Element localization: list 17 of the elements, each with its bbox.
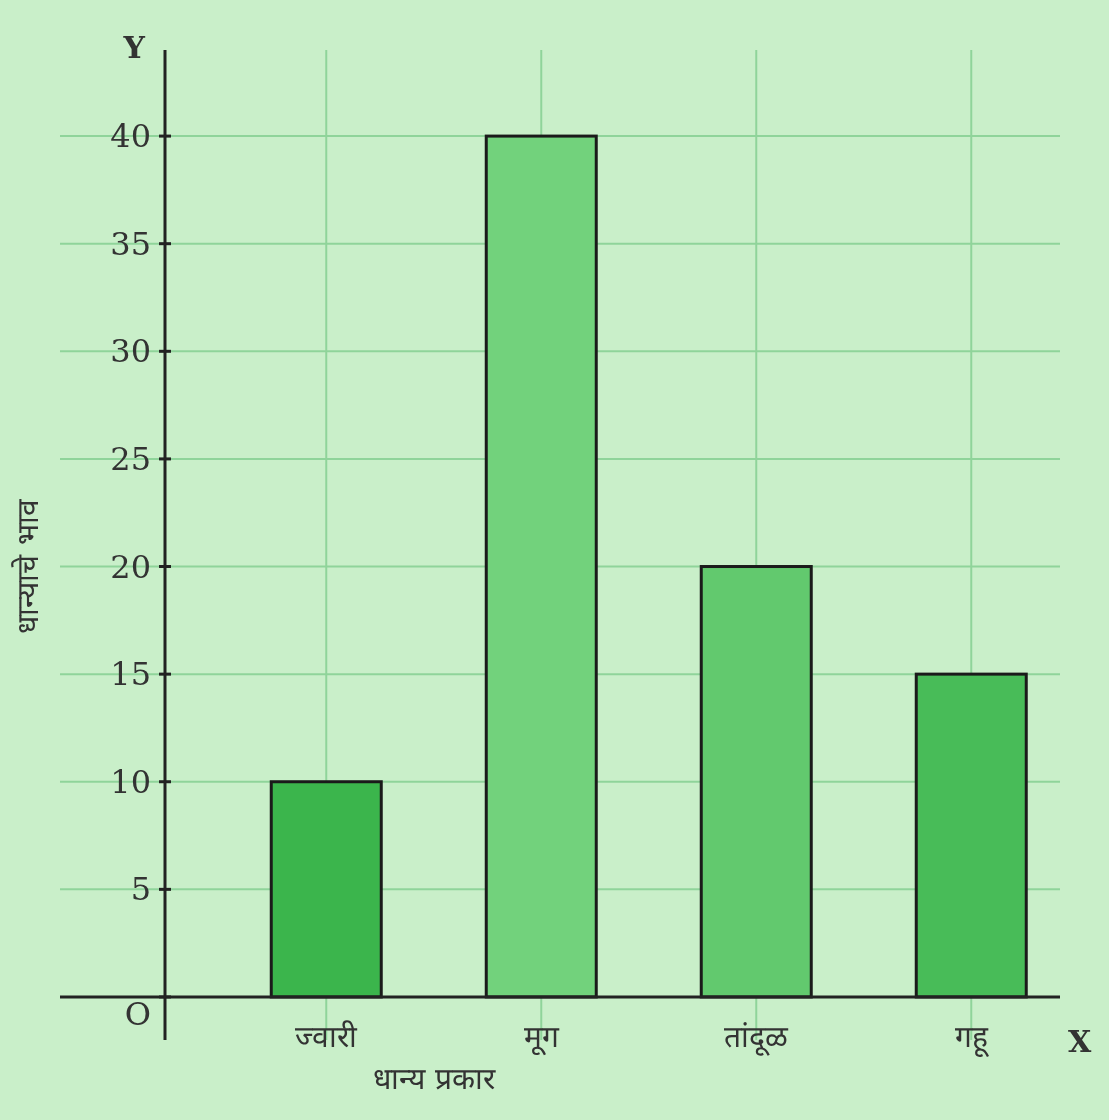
y-tick-label: 15 [110, 655, 151, 694]
text: X [1068, 1023, 1092, 1059]
y-tick-label: 30 [110, 332, 151, 371]
y-tick-label: O [124, 994, 151, 1033]
y-tick-label: 25 [110, 439, 151, 478]
y-tick-label: 40 [110, 117, 151, 156]
x-tick-label: तांदूळ [724, 1018, 790, 1056]
y-axis-title: धान्याचे भाव [10, 498, 45, 634]
x-tick-label: मूग [523, 1018, 560, 1056]
annotation: Y [122, 30, 146, 65]
y-tick-label: 35 [110, 224, 151, 263]
x-tick-label: ज्वारी [295, 1018, 359, 1054]
x-axis-title: धान्य प्रकार [372, 1060, 496, 1096]
x-tick-label: गहू [954, 1018, 989, 1058]
y-tick-label: 10 [110, 762, 151, 801]
y-tick-label: 20 [110, 547, 151, 586]
y-tick-label: 5 [130, 870, 151, 909]
